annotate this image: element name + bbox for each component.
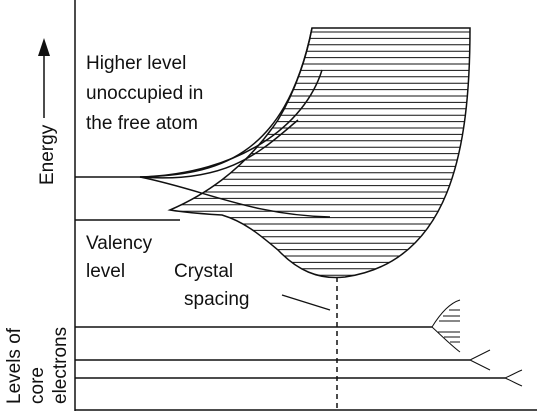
higher-level-label-line-2: unoccupied in xyxy=(86,83,203,104)
crystal-spacing-label-line-1: Crystal xyxy=(174,261,233,282)
energy-band-hatching xyxy=(170,31,470,276)
crystal-spacing-label-line-2: spacing xyxy=(184,289,250,310)
energy-label: Energy xyxy=(37,124,58,185)
core-level-3-fan xyxy=(504,369,523,387)
crystal-spacing-pointer xyxy=(281,294,331,311)
valency-level-label-line-1: Valency xyxy=(86,233,153,254)
energy-arrow-head xyxy=(38,38,50,56)
higher-level-label-line-1: Higher level xyxy=(86,53,186,74)
core-levels-label-line-3: electrons xyxy=(50,327,71,404)
higher-level-split-lower xyxy=(139,176,331,218)
higher-level-label-line-3: the free atom xyxy=(86,113,198,134)
higher-level-split-curve-3 xyxy=(139,119,299,179)
core-levels-label-line-1: Levels of xyxy=(4,327,25,404)
core-level-1-fan xyxy=(431,299,461,353)
core-level-2-fan xyxy=(469,349,491,371)
valency-level-label-line-2: level xyxy=(86,261,125,282)
higher-level-split-curve-2 xyxy=(139,69,323,178)
band-outline xyxy=(167,27,471,279)
core-levels-label-line-2: core xyxy=(27,367,48,404)
